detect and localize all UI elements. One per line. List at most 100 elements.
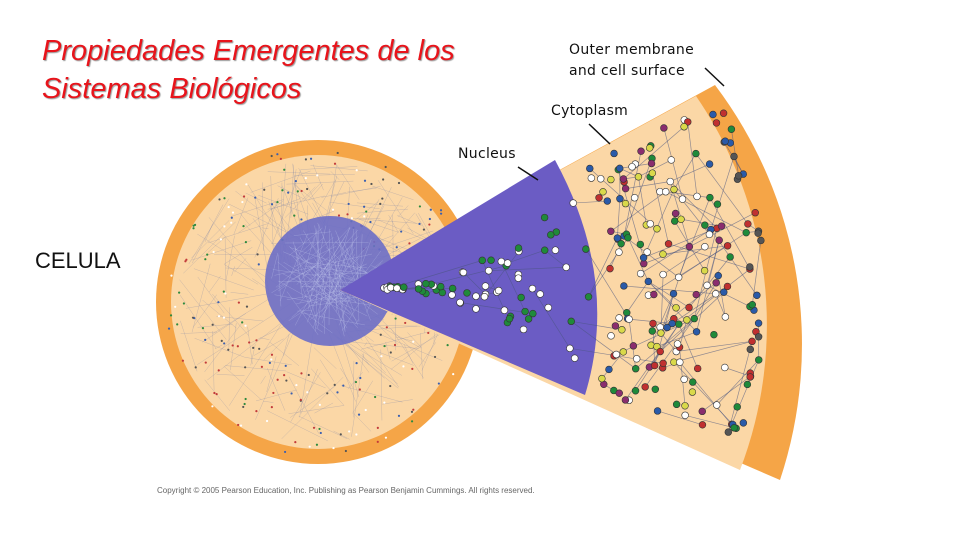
network-node (244, 366, 247, 369)
network-node (616, 164, 624, 173)
network-edge (662, 245, 728, 255)
network-edge (299, 236, 359, 304)
network-edge (300, 368, 318, 414)
network-node (348, 430, 351, 433)
network-node (684, 118, 692, 126)
network-edge (224, 238, 227, 298)
network-edge (362, 223, 385, 242)
network-node (412, 408, 415, 411)
network-edge (204, 321, 244, 373)
network-edge (294, 288, 315, 326)
network-edge (588, 237, 618, 297)
network-edge (224, 247, 253, 265)
network-node (357, 413, 361, 416)
network-node (710, 330, 718, 339)
network-edge (212, 299, 269, 335)
network-edge (350, 228, 354, 256)
network-edge (269, 341, 300, 366)
network-node (387, 283, 395, 292)
network-node (382, 178, 385, 181)
network-edge (357, 218, 399, 233)
network-node (242, 225, 245, 228)
network-edge (302, 258, 378, 315)
network-edge (297, 274, 319, 329)
network-edge (277, 185, 305, 200)
network-node (662, 188, 670, 196)
network-edge (325, 247, 346, 265)
network-node (487, 256, 495, 264)
network-node (629, 342, 638, 350)
network-node (721, 313, 730, 321)
network-edge (616, 198, 621, 239)
network-node (676, 358, 684, 366)
network-node (664, 240, 673, 248)
network-node (620, 282, 628, 290)
network-node (675, 320, 683, 328)
network-node (211, 405, 214, 408)
network-node (681, 411, 689, 420)
network-edge (324, 227, 350, 309)
network-node (727, 125, 736, 133)
network-node (308, 445, 311, 448)
network-edge (234, 258, 247, 273)
network-node (404, 321, 407, 325)
network-edge (393, 260, 483, 288)
network-node (283, 450, 287, 454)
network-node (448, 284, 457, 293)
cell-label: CELULA (35, 248, 121, 273)
network-node (243, 402, 246, 406)
network-node (306, 391, 309, 394)
network-node (231, 344, 234, 347)
network-node (746, 345, 755, 354)
network-edge (216, 374, 245, 376)
network-node (641, 383, 649, 391)
network-edge (223, 264, 259, 285)
network-edge (254, 198, 279, 258)
network-node (176, 323, 179, 326)
network-edge (333, 430, 350, 440)
network-edge (706, 285, 751, 307)
network-node (607, 227, 615, 235)
network-node (650, 361, 659, 370)
network-edge (643, 189, 675, 258)
network-node (678, 195, 687, 203)
network-edge (668, 243, 750, 270)
network-node (295, 383, 298, 387)
network-edge (352, 380, 374, 414)
network-node (307, 373, 310, 377)
network-node (285, 379, 288, 382)
network-node (587, 174, 596, 182)
network-node (364, 408, 367, 412)
network-node (437, 382, 440, 385)
network-node (204, 361, 207, 364)
network-node (712, 119, 721, 127)
network-edge (302, 236, 315, 278)
network-node (646, 220, 654, 228)
network-node (304, 176, 307, 180)
network-node (309, 157, 313, 160)
network-node (255, 339, 258, 342)
network-node (227, 348, 230, 351)
network-edge (192, 294, 217, 328)
network-edge (281, 182, 283, 241)
network-node (656, 347, 664, 356)
network-node (452, 373, 455, 376)
network-node (630, 194, 639, 202)
network-edge (284, 186, 316, 218)
network-edge (179, 294, 217, 349)
network-edge (638, 159, 672, 178)
network-node (566, 344, 574, 353)
network-edge (223, 365, 262, 401)
network-node (331, 208, 335, 211)
network-edge (202, 299, 237, 329)
network-edge (352, 244, 354, 270)
network-node (485, 267, 493, 275)
network-edge (358, 218, 417, 224)
network-node (379, 333, 382, 336)
network-edge (395, 336, 414, 342)
network-edge (342, 302, 360, 331)
network-node (744, 220, 752, 228)
network-node (524, 315, 533, 323)
network-node (680, 123, 688, 131)
network-edge (191, 204, 224, 264)
